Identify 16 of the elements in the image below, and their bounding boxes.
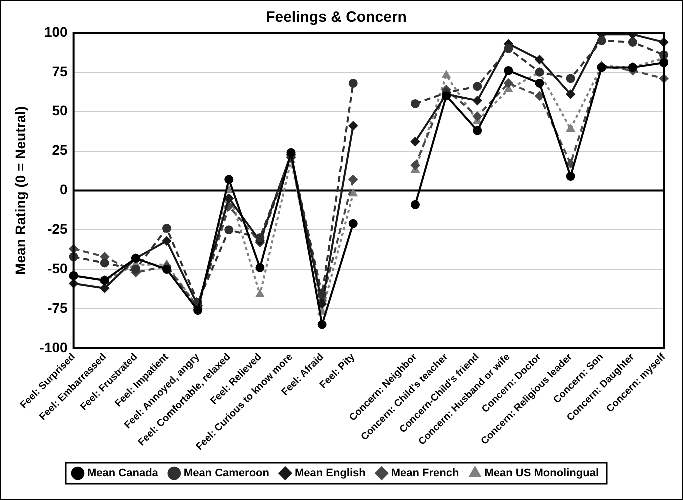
legend-label: Mean US Monolingual [484, 468, 600, 480]
y-tick-label: 75 [52, 63, 68, 80]
y-tick-label: 100 [44, 24, 68, 40]
y-tick-label: -100 [40, 339, 68, 356]
legend-label: Mean Canada [88, 468, 160, 480]
y-tick-label: -50 [48, 260, 68, 276]
chart-title: Feelings & Concern [266, 9, 407, 26]
y-axis-title: Mean Rating (0 = Neutral) [12, 106, 28, 275]
legend-label: Mean English [294, 468, 366, 480]
legend-label: Mean Cameroon [184, 468, 270, 480]
y-tick-label: -75 [48, 300, 68, 316]
y-tick-label: 25 [52, 142, 68, 158]
y-tick-label: -25 [48, 220, 68, 237]
legend-label: Mean French [391, 468, 460, 480]
y-tick-label: 0 [60, 182, 68, 198]
y-tick-label: 50 [52, 102, 68, 119]
